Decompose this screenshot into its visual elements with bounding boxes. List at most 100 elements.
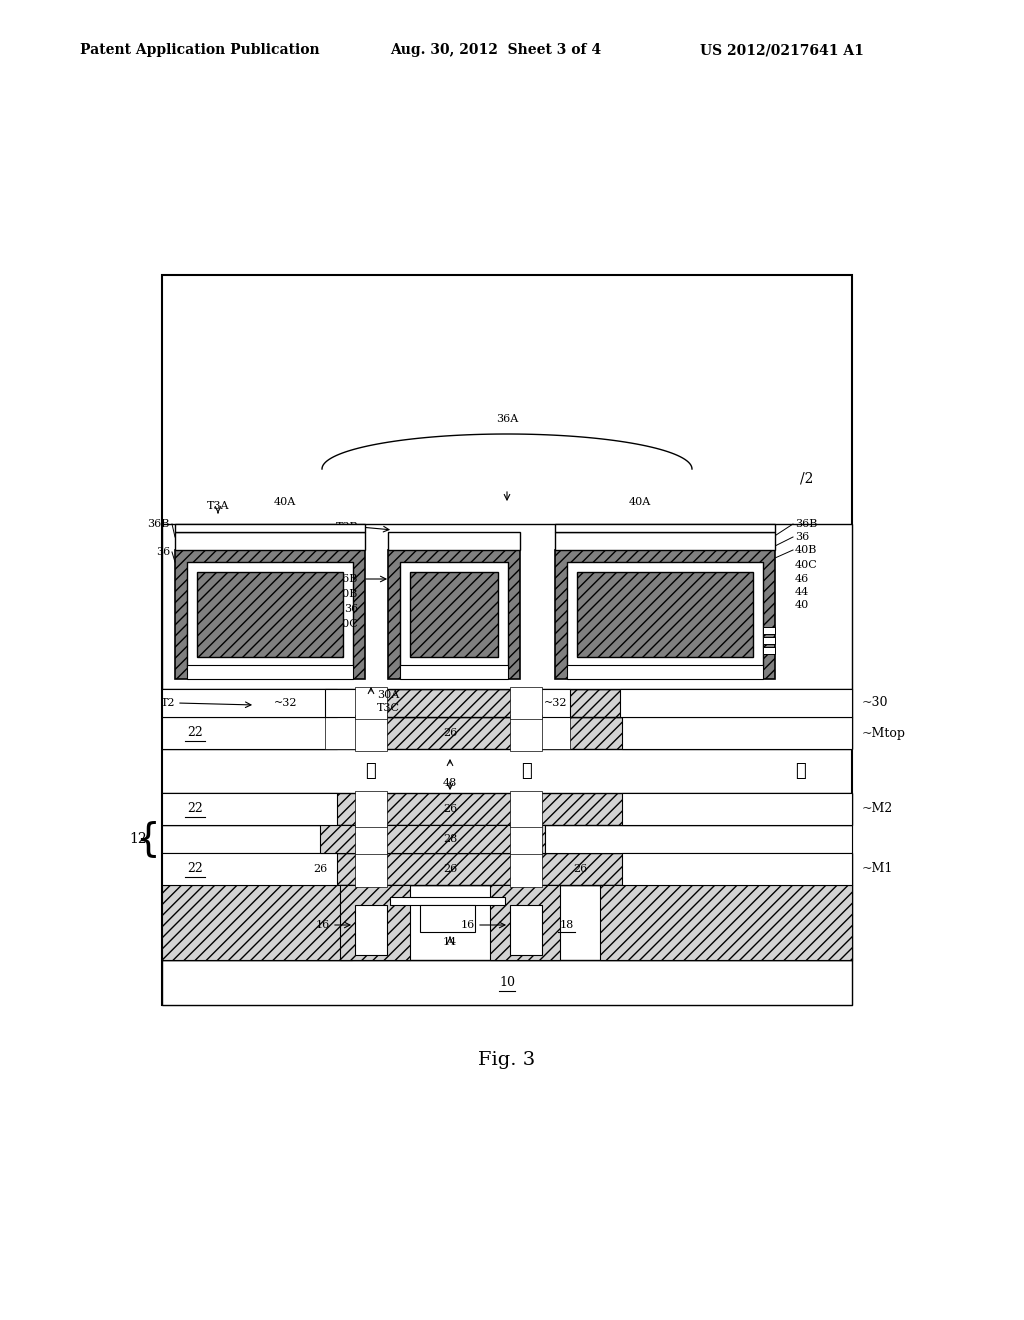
Text: 18: 18 [560,920,574,931]
Bar [400,665,508,678]
Text: 10: 10 [499,977,515,990]
Bar [355,686,387,719]
Bar [319,825,545,853]
Text: 16: 16 [461,920,475,931]
Bar [175,550,365,678]
Text: 46: 46 [795,574,809,583]
Text: 36: 36 [344,605,358,614]
Bar [355,791,387,828]
Bar [763,627,775,634]
Text: 22: 22 [187,862,203,875]
Bar [162,884,352,960]
Bar [510,715,542,751]
Bar [175,532,365,550]
Bar [400,562,508,667]
Bar [510,686,542,719]
Bar [162,793,337,825]
Bar [187,665,353,678]
Text: ⋮: ⋮ [795,762,805,780]
Text: 36B: 36B [147,519,170,529]
Text: 36B: 36B [336,574,358,583]
Text: T3C: T3C [377,704,399,713]
Text: T3B: T3B [336,521,358,532]
Text: 40A: 40A [629,498,651,507]
Text: 26: 26 [442,804,457,814]
Text: 48: 48 [442,777,457,788]
Text: T3A: T3A [207,502,229,511]
Text: 44: 44 [795,587,809,597]
Text: ~30: ~30 [862,697,889,710]
Text: 40C: 40C [335,619,358,630]
Text: Aug. 30, 2012  Sheet 3 of 4: Aug. 30, 2012 Sheet 3 of 4 [390,44,601,57]
Bar [622,853,852,884]
Bar [325,689,380,717]
Text: 26: 26 [313,865,327,874]
Bar [600,884,852,960]
Bar [162,793,852,825]
Bar [555,550,775,678]
Text: 36: 36 [795,532,809,543]
Text: 40A: 40A [273,498,296,507]
Text: T1: T1 [250,602,270,616]
Text: US 2012/0217641 A1: US 2012/0217641 A1 [700,44,864,57]
Text: 16: 16 [315,920,330,931]
Text: Fig. 3: Fig. 3 [478,1051,536,1069]
Text: 36A: 36A [496,414,518,424]
Text: 26: 26 [572,865,587,874]
Bar [520,717,570,748]
Bar [197,572,343,657]
Bar [325,717,375,748]
Bar [763,647,775,653]
Bar [622,793,852,825]
Bar [355,715,387,751]
Bar [620,689,852,717]
Text: ⋮: ⋮ [520,762,531,780]
Text: ~M2: ~M2 [862,803,893,816]
Bar [340,884,410,960]
Text: 36: 36 [156,546,170,557]
Text: 30A: 30A [377,690,399,700]
Bar [162,853,337,884]
Bar [162,717,852,748]
Text: 40B: 40B [795,545,817,554]
Bar [510,906,542,954]
Text: 22: 22 [187,726,203,739]
Text: 40B: 40B [336,589,358,599]
Bar [187,562,353,667]
Text: 36B: 36B [795,519,817,529]
Text: Patent Application Publication: Patent Application Publication [80,44,319,57]
Bar [355,906,387,954]
Text: {: { [135,820,161,858]
Bar [388,532,520,550]
Bar [510,824,542,854]
Bar [555,524,775,532]
Bar [355,851,387,887]
Bar [162,717,337,748]
Bar [162,275,852,1005]
Bar [355,824,387,854]
Text: ~32: ~32 [274,698,298,708]
Text: ~Mtop: ~Mtop [862,726,906,739]
Bar [175,524,365,532]
Text: 26: 26 [442,729,457,738]
Bar [567,665,763,678]
Bar [162,689,337,717]
Bar [577,572,753,657]
Text: 26: 26 [442,865,457,874]
Bar [388,550,520,678]
Text: 14: 14 [442,937,457,946]
Text: 40: 40 [795,601,809,610]
Bar [162,853,852,884]
Text: 40C: 40C [795,560,818,570]
Text: T2: T2 [161,698,175,708]
Text: 22: 22 [187,803,203,816]
Bar [490,884,560,960]
Bar [515,689,570,717]
Bar [162,825,852,853]
Bar [555,532,775,550]
Text: ~32: ~32 [544,698,567,708]
Bar [622,717,852,748]
Text: 12: 12 [129,832,146,846]
Bar [162,960,852,1005]
Bar [567,562,763,667]
